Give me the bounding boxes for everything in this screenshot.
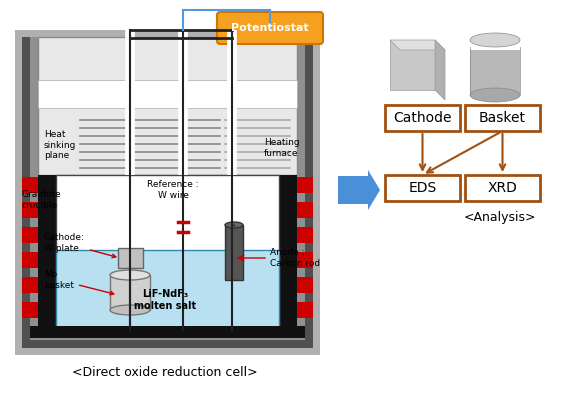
Text: Heating
furnace: Heating furnace [264, 138, 300, 158]
Bar [297, 202, 313, 218]
Bar [22, 177, 38, 193]
Text: XRD: XRD [487, 181, 517, 195]
Bar [38, 80, 297, 108]
Text: Basket: Basket [479, 111, 526, 125]
Bar [56, 250, 279, 330]
Ellipse shape [470, 88, 520, 102]
Bar [465, 175, 540, 201]
Bar [38, 37, 297, 175]
Text: Reference :
W wire: Reference : W wire [147, 180, 199, 200]
Bar [297, 177, 313, 193]
Polygon shape [435, 40, 445, 100]
Polygon shape [390, 40, 445, 50]
Text: Cathode: Cathode [393, 111, 452, 125]
Bar [15, 30, 320, 355]
Bar [465, 105, 540, 131]
Text: Mo
basket: Mo basket [44, 270, 114, 295]
Ellipse shape [470, 33, 520, 47]
Text: Graphite
crucible: Graphite crucible [22, 190, 62, 210]
Bar [22, 277, 38, 293]
Bar [30, 326, 305, 338]
FancyArrow shape [338, 170, 380, 210]
Bar [22, 252, 38, 268]
Bar [110, 275, 150, 310]
Bar [297, 227, 313, 243]
Bar [22, 302, 38, 318]
Text: <Direct oxide reduction cell>: <Direct oxide reduction cell> [72, 365, 258, 378]
Bar [470, 50, 520, 95]
Bar [22, 37, 313, 348]
Text: Heat
sinking
plane: Heat sinking plane [44, 130, 76, 160]
Bar [297, 302, 313, 318]
Text: Anode :
Carbon rod: Anode : Carbon rod [270, 248, 320, 268]
Text: Potentiostat: Potentiostat [231, 23, 309, 33]
Bar [390, 40, 435, 90]
Text: <Analysis>: <Analysis> [464, 211, 536, 224]
Bar [22, 227, 38, 243]
Bar [30, 37, 305, 340]
Bar [279, 175, 297, 330]
Bar [56, 250, 279, 330]
Text: EDS: EDS [409, 181, 437, 195]
Bar [297, 277, 313, 293]
Ellipse shape [225, 222, 243, 228]
Bar [385, 175, 460, 201]
Bar [38, 175, 56, 330]
Ellipse shape [110, 270, 150, 280]
Bar [225, 225, 243, 280]
Ellipse shape [110, 305, 150, 315]
Bar [385, 105, 460, 131]
Bar [118, 248, 143, 268]
Bar [297, 252, 313, 268]
Bar [56, 175, 279, 330]
Text: LiF-NdF₃
molten salt: LiF-NdF₃ molten salt [134, 289, 196, 311]
Text: Cathode:
W plate: Cathode: W plate [44, 233, 116, 258]
FancyBboxPatch shape [217, 12, 323, 44]
Bar [22, 202, 38, 218]
